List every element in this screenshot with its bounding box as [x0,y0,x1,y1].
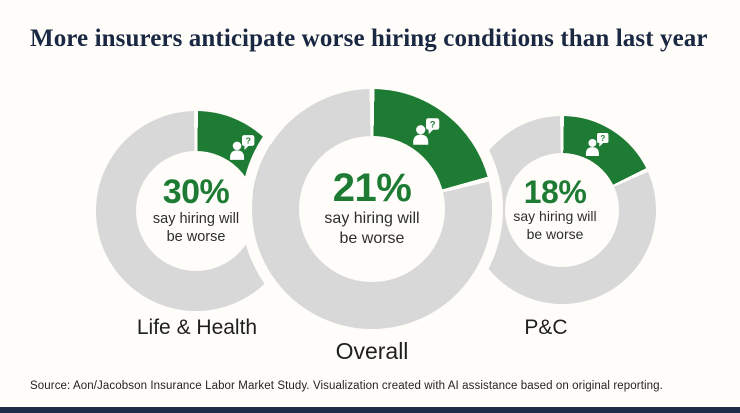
source-attribution: Source: Aon/Jacobson Insurance Labor Mar… [30,380,663,392]
donut-label-overall: Overall [335,338,409,364]
svg-text:?: ? [600,134,605,143]
donut-hole [505,153,619,267]
donut-overall: 21% say hiring will be worse ? [252,89,492,329]
caption-line-1: say hiring will [152,210,240,227]
caption-line-1: say hiring will [513,208,597,225]
percent-value: 21% [332,166,412,211]
person-question-icon: ? [228,134,256,161]
percent-value: 30% [162,173,230,212]
svg-text:?: ? [430,119,436,129]
caption-line-2: be worse [526,226,584,243]
person-question-icon: ? [584,132,610,157]
donut-label-pc: P&C [524,316,568,339]
percent-value: 18% [523,173,587,210]
person-question-icon: ? [411,117,441,146]
caption-line-2: be worse [166,229,226,246]
donut-hole [136,151,256,271]
donut-hole [299,136,445,282]
caption-line-1: say hiring will [324,209,420,227]
donut-label-life-and-health: Life & Health [136,316,258,339]
chart-title: More insurers anticipate worse hiring co… [30,25,708,52]
donut-pc: 18% say hiring will be worse ? [468,116,656,304]
footer-accent-bar [0,407,740,413]
caption-line-2: be worse [339,230,405,248]
svg-text:?: ? [246,136,251,146]
